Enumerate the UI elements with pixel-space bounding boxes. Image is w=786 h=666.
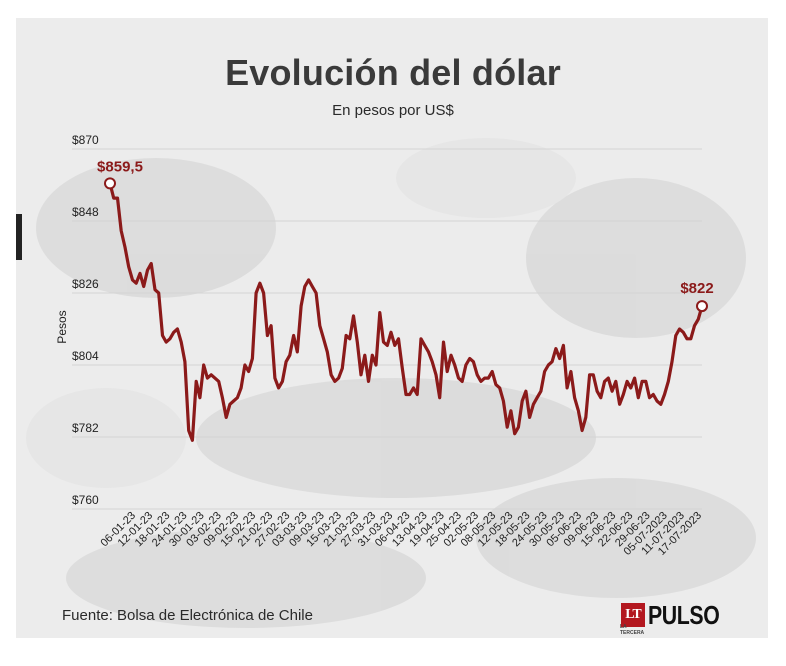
la-tercera-logo-mark: LT LA TERCERA: [620, 603, 645, 636]
y-tick-label: $782: [72, 421, 99, 435]
y-tick-label: $804: [72, 349, 99, 363]
y-tick-label: $760: [72, 493, 99, 507]
left-edge-mark: [16, 214, 22, 260]
logo-box-text: LT: [625, 607, 641, 622]
end-point-marker: [696, 300, 708, 313]
logo-small-text: LA TERCERA: [620, 624, 645, 636]
annotation-first-value: $859,5: [97, 158, 143, 175]
background-banknote-image: [16, 18, 768, 638]
logo-word: PULSO: [648, 599, 720, 630]
y-tick-label: $870: [72, 133, 99, 147]
series-line-dolar: [108, 181, 704, 442]
chart-title: Evolución del dólar: [225, 52, 561, 93]
pulso-logo: LT LA TERCERA PULSO: [620, 599, 735, 637]
y-tick-label: $848: [72, 205, 99, 219]
chart-subtitle: En pesos por US$: [332, 102, 454, 119]
start-point-marker: [104, 177, 116, 190]
source-note: Fuente: Bolsa de Electrónica de Chile: [62, 607, 313, 624]
y-tick-label: $826: [72, 277, 99, 291]
annotation-last-value: $822: [680, 280, 713, 297]
chart-card: [16, 18, 768, 638]
